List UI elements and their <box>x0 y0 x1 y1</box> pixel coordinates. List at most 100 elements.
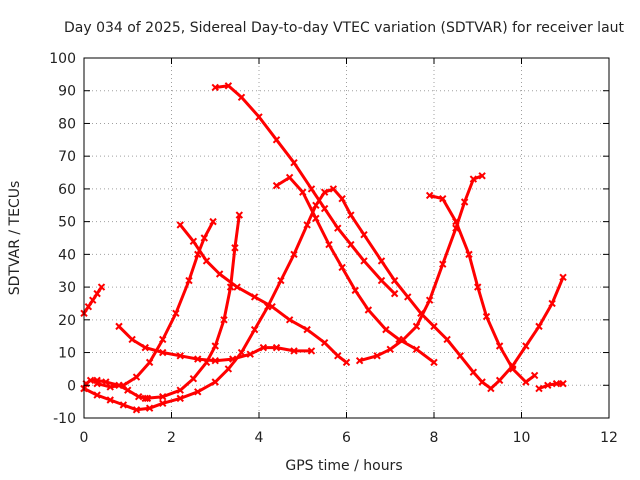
data-point <box>351 286 359 295</box>
x-tick-label: 10 <box>513 430 531 446</box>
data-point <box>478 172 486 180</box>
series-arc-3 <box>80 185 567 414</box>
y-tick-label: 10 <box>58 346 76 362</box>
series-arc-8 <box>211 82 399 298</box>
data-point <box>246 350 254 358</box>
data-point <box>189 237 198 245</box>
data-point <box>334 224 342 232</box>
data-point <box>159 335 167 344</box>
data-point <box>443 335 451 344</box>
data-point <box>93 289 101 298</box>
data-point <box>259 343 268 352</box>
series-arc-9 <box>272 173 438 367</box>
data-point <box>530 371 539 380</box>
x-tick-label: 2 <box>167 430 176 446</box>
y-tick-label: 0 <box>67 378 76 394</box>
data-point <box>211 357 219 365</box>
data-point <box>176 394 184 403</box>
x-tick-label: 8 <box>430 430 439 446</box>
data-point <box>202 257 211 265</box>
series-line <box>537 382 565 390</box>
data-point <box>495 376 504 385</box>
x-tick-label: 0 <box>80 430 89 446</box>
data-point <box>544 381 552 389</box>
data-point <box>439 195 447 203</box>
data-point <box>430 358 438 367</box>
y-tick-label: 40 <box>58 247 76 263</box>
data-point <box>224 82 233 90</box>
data-point <box>355 357 364 365</box>
data-point <box>456 352 464 360</box>
y-tick-label: 20 <box>58 313 76 329</box>
data-point <box>548 299 556 308</box>
x-axis-label: GPS time / hours <box>285 458 402 474</box>
data-point <box>237 93 246 101</box>
y-tick-label: -10 <box>53 411 76 427</box>
data-point <box>89 296 97 304</box>
data-point <box>342 358 351 367</box>
series-arc-11 <box>425 191 539 386</box>
data-point <box>299 188 307 196</box>
data-point <box>211 342 219 350</box>
data-point <box>145 358 154 367</box>
data-point <box>465 250 473 259</box>
data-point <box>320 188 329 196</box>
data-point <box>487 384 495 393</box>
data-point <box>312 214 320 223</box>
data-point <box>360 231 368 239</box>
data-point <box>425 191 434 200</box>
data-point <box>93 391 101 399</box>
data-point <box>430 322 438 331</box>
data-point <box>552 379 561 388</box>
data-point <box>559 273 567 281</box>
data-point <box>224 365 233 373</box>
data-point <box>522 342 530 350</box>
data-point <box>159 399 167 407</box>
chart-title: Day 034 of 2025, Sidereal Day-to-day VTE… <box>64 20 625 36</box>
data-point <box>373 352 381 360</box>
data-point <box>478 378 486 386</box>
data-point <box>535 384 543 393</box>
data-point <box>334 352 342 360</box>
data-point <box>307 347 316 355</box>
data-point <box>277 276 285 285</box>
series-line <box>143 213 241 400</box>
data-point <box>215 270 224 278</box>
data-point <box>535 322 543 331</box>
y-tick-label: 30 <box>58 280 76 296</box>
data-point <box>338 263 346 272</box>
data-point <box>382 325 390 334</box>
data-point <box>141 343 149 352</box>
data-point <box>482 312 491 321</box>
data-point <box>320 339 329 347</box>
data-point <box>290 159 298 167</box>
data-point <box>272 343 281 352</box>
series-line <box>178 223 348 364</box>
data-point <box>303 221 311 229</box>
data-point <box>176 221 184 229</box>
data-point <box>211 83 219 92</box>
data-series <box>80 82 567 414</box>
data-point <box>509 365 517 373</box>
series-arc-12 <box>535 379 567 393</box>
data-point <box>377 257 386 265</box>
data-point <box>439 260 447 268</box>
data-point <box>559 379 567 388</box>
y-tick-label: 50 <box>58 215 76 231</box>
data-point <box>469 368 478 376</box>
data-point <box>285 173 294 182</box>
data-point <box>285 316 294 324</box>
data-point <box>377 276 386 285</box>
data-point <box>255 113 263 121</box>
data-point <box>329 185 338 193</box>
y-tick-label: 70 <box>58 149 76 165</box>
data-point <box>189 375 198 383</box>
data-point <box>325 240 333 249</box>
data-point <box>115 322 123 331</box>
y-tick-label: 80 <box>58 116 76 132</box>
series-arc-6 <box>141 211 244 403</box>
series-line <box>428 194 537 384</box>
data-point <box>145 404 154 412</box>
series-arc-2 <box>80 376 152 403</box>
